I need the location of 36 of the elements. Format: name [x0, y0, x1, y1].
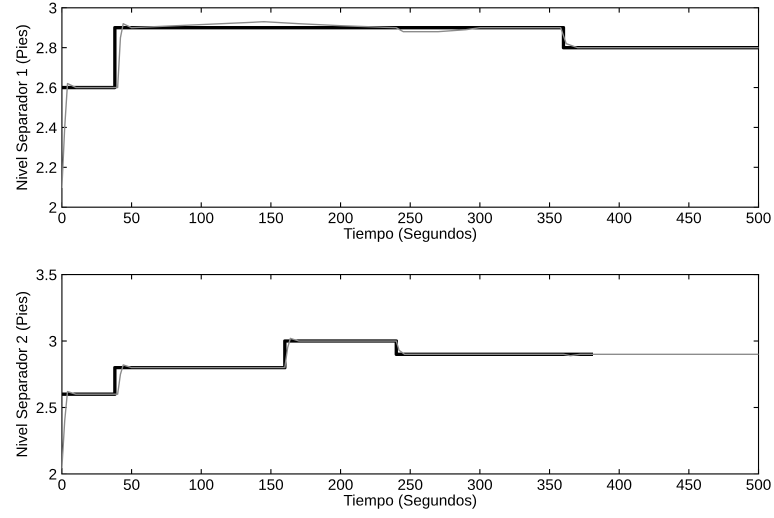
- x-tick-label: 350: [537, 212, 562, 224]
- x-tick-label: 500: [746, 212, 771, 224]
- x-axis-title: Tiempo (Segundos): [344, 228, 476, 242]
- y-tick-label: 3: [49, 2, 56, 14]
- x-tick-label: 150: [259, 212, 284, 224]
- x-tick-label: 250: [398, 212, 422, 224]
- x-tick-label: 200: [328, 212, 353, 224]
- x-tick-label: 450: [676, 479, 702, 490]
- y-tick-label: 2.2: [36, 162, 56, 173]
- y-tick-label: 2.8: [36, 42, 56, 54]
- x-tick-label: 150: [259, 479, 284, 490]
- x-tick-label: 100: [190, 479, 214, 490]
- y-tick-label: 2.4: [36, 122, 57, 133]
- x-tick-label: 400: [606, 479, 632, 490]
- x-tick-label: 300: [468, 212, 492, 224]
- x-tick-label: 0: [58, 479, 66, 490]
- x-tick-label: 350: [537, 479, 562, 490]
- y-tick-label: 2.5: [36, 402, 56, 414]
- x-tick-label: 0: [58, 212, 66, 224]
- y-tick-label: 2: [49, 468, 56, 480]
- x-tick-label: 250: [398, 479, 422, 490]
- x-tick-label: 50: [124, 212, 140, 224]
- x-tick-label: 100: [190, 212, 214, 224]
- y-axis-title: Nivel Separador 2 (Pies): [16, 292, 30, 456]
- x-tick-label: 500: [746, 479, 771, 490]
- x-tick-label: 400: [606, 212, 632, 224]
- x-tick-label: 200: [328, 479, 353, 490]
- y-tick-label: 2.6: [36, 82, 56, 94]
- y-axis-title: Nivel Separador 1 (Pies): [16, 25, 30, 190]
- x-tick-label: 300: [468, 479, 492, 490]
- x-tick-label: 450: [676, 212, 702, 224]
- x-tick-label: 50: [124, 479, 140, 490]
- y-tick-label: 3.5: [36, 269, 56, 280]
- y-tick-label: 3: [49, 336, 56, 347]
- x-axis-title: Tiempo (Segundos): [344, 494, 476, 509]
- y-tick-label: 2: [49, 202, 56, 213]
